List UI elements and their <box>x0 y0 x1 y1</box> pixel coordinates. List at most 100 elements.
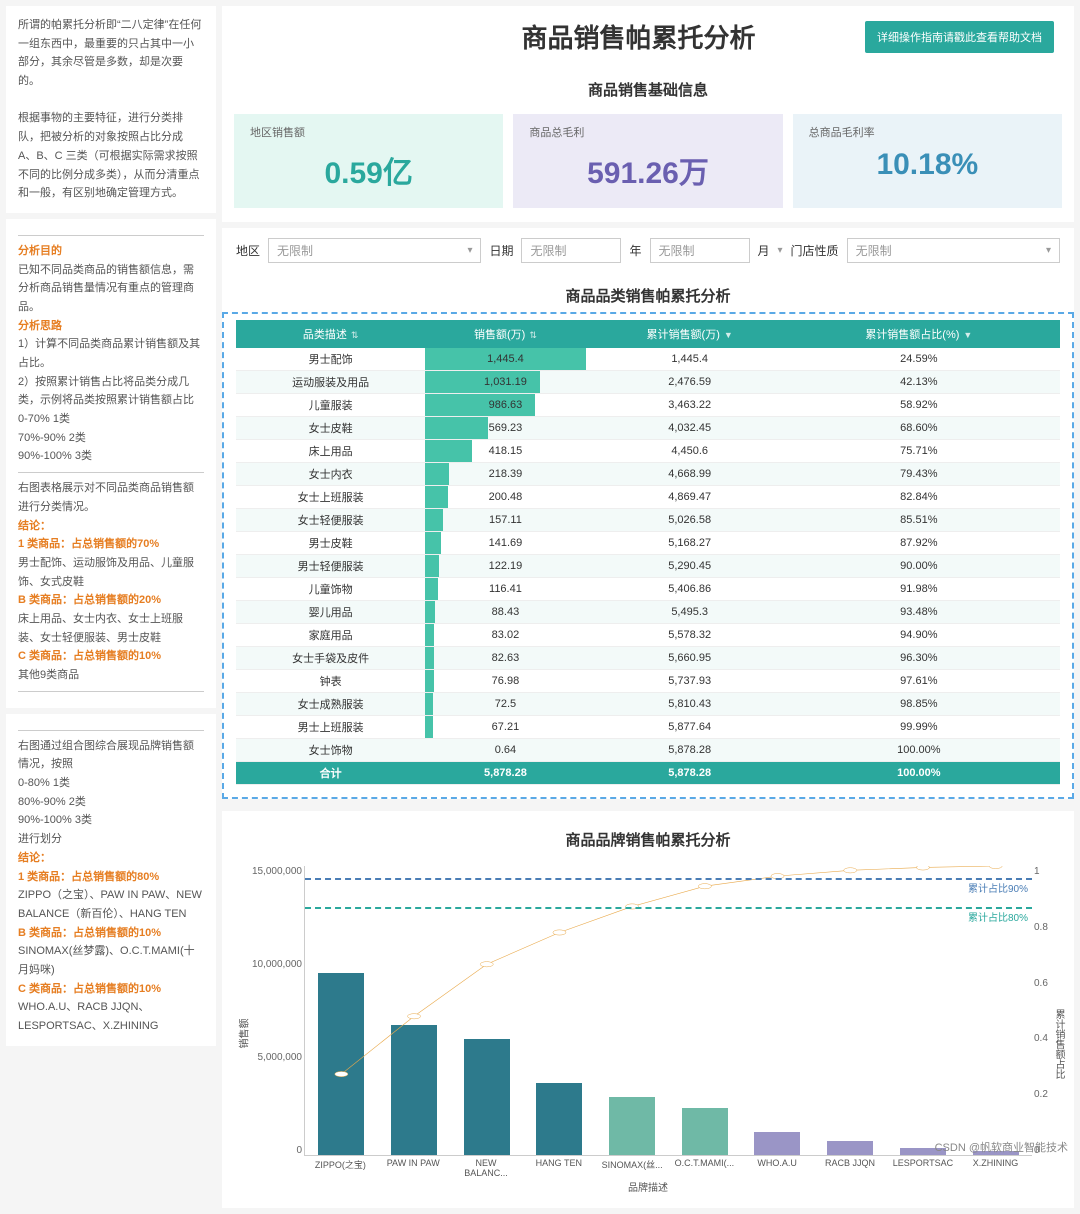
table-row[interactable]: 男士配饰 1,445.4 1,445.4 24.59% <box>236 348 1060 371</box>
cell-pct: 79.43% <box>794 463 1044 486</box>
sort-icon: ▼ <box>963 330 972 340</box>
cell-pct: 82.84% <box>794 486 1044 509</box>
category-table-container: 品类描述⇅销售额(万)⇅累计销售额(万)▼累计销售额占比(%)▼ 男士配饰 1,… <box>222 312 1074 799</box>
cell-category: 儿童饰物 <box>236 578 425 601</box>
cell-sales: 72.5 <box>425 693 585 716</box>
region-select[interactable]: 无限制 ▾ <box>268 238 481 263</box>
store-select[interactable]: 无限制 ▾ <box>847 238 1060 263</box>
cell-pct: 96.30% <box>794 647 1044 670</box>
table-row[interactable]: 女士内衣 218.39 4,668.99 79.43% <box>236 463 1060 486</box>
cell-sales: 122.19 <box>425 555 585 578</box>
cell-cum: 5,660.95 <box>586 647 794 670</box>
cell-pct: 42.13% <box>794 371 1044 394</box>
chevron-down-icon: ▾ <box>467 245 472 256</box>
cell-category: 床上用品 <box>236 440 425 463</box>
basic-info-title: 商品销售基础信息 <box>222 67 1074 106</box>
table-row[interactable]: 女士轻便服装 157.11 5,026.58 85.51% <box>236 509 1060 532</box>
cell-cum: 5,026.58 <box>586 509 794 532</box>
table-row[interactable]: 儿童服装 986.63 3,463.22 58.92% <box>236 394 1060 417</box>
chart-bar[interactable] <box>754 1132 800 1155</box>
watermark: CSDN @帆软商业智能技术 <box>935 1139 1068 1155</box>
table-row[interactable]: 儿童饰物 116.41 5,406.86 91.98% <box>236 578 1060 601</box>
analysis-panel: 分析目的 已知不同品类商品的销售额信息，需分析商品销售量情况有重点的管理商品。 … <box>6 219 216 708</box>
help-button[interactable]: 详细操作指南请戳此查看帮助文档 <box>865 21 1054 53</box>
table-row[interactable]: 男士皮鞋 141.69 5,168.27 87.92% <box>236 532 1060 555</box>
intro-p2: 根据事物的主要特征，进行分类排队，把被分析的对象按照占比分成 A、B、C 三类（… <box>18 109 204 202</box>
cell-sales: 569.23 <box>425 417 585 440</box>
table-row[interactable]: 钟表 76.98 5,737.93 97.61% <box>236 670 1060 693</box>
cell-sales: 418.15 <box>425 440 585 463</box>
cell-sales: 67.21 <box>425 716 585 739</box>
cell-pct: 94.90% <box>794 624 1044 647</box>
x-tick-label: HANG TEN <box>529 1158 589 1178</box>
cell-pct: 58.92% <box>794 394 1044 417</box>
store-label: 门店性质 <box>791 242 839 259</box>
reference-line: 累计占比90% <box>305 878 1032 895</box>
cell-cum: 4,450.6 <box>586 440 794 463</box>
table-header[interactable]: 累计销售额(万)▼ <box>586 320 794 348</box>
category-table: 品类描述⇅销售额(万)⇅累计销售额(万)▼累计销售额占比(%)▼ 男士配饰 1,… <box>236 320 1060 785</box>
chart-bar[interactable] <box>536 1083 582 1155</box>
table-header[interactable]: 品类描述⇅ <box>236 320 425 348</box>
chart-bar[interactable] <box>464 1039 510 1155</box>
month-select[interactable]: 无限制 <box>650 238 750 263</box>
table-header[interactable]: 销售额(万)⇅ <box>425 320 585 348</box>
table-row[interactable]: 男士上班服装 67.21 5,877.64 99.99% <box>236 716 1060 739</box>
intro-panel: 所谓的帕累托分析即“二八定律”在任何一组东西中，最重要的只占其中一小部分，其余尽… <box>6 6 216 213</box>
cell-category: 女士皮鞋 <box>236 417 425 440</box>
cell-sales: 0.64 <box>425 739 585 762</box>
kpi-card: 商品总毛利 591.26万 <box>513 114 782 208</box>
table-row[interactable]: 男士轻便服装 122.19 5,290.45 90.00% <box>236 555 1060 578</box>
table-row[interactable]: 女士饰物 0.64 5,878.28 100.00% <box>236 739 1060 762</box>
table-header[interactable]: 累计销售额占比(%)▼ <box>794 320 1044 348</box>
table-row[interactable]: 床上用品 418.15 4,450.6 75.71% <box>236 440 1060 463</box>
kpi-value: 591.26万 <box>529 148 766 192</box>
cell-category: 运动服装及用品 <box>236 371 425 394</box>
cell-category: 男士皮鞋 <box>236 532 425 555</box>
kpi-card: 总商品毛利率 10.18% <box>793 114 1062 208</box>
chart-bar[interactable] <box>827 1141 873 1155</box>
chart-bar[interactable] <box>318 973 364 1155</box>
cell-sales: 76.98 <box>425 670 585 693</box>
table-row[interactable]: 女士手袋及皮件 82.63 5,660.95 96.30% <box>236 647 1060 670</box>
cell-category: 男士配饰 <box>236 348 425 371</box>
cell-cum: 5,578.32 <box>586 624 794 647</box>
table-row[interactable]: 家庭用品 83.02 5,578.32 94.90% <box>236 624 1060 647</box>
sort-icon: ⇅ <box>351 330 359 340</box>
kpi-card: 地区销售额 0.59亿 <box>234 114 503 208</box>
x-tick-label: LESPORTSAC <box>893 1158 953 1178</box>
x-axis-title: 品牌描述 <box>234 1179 1062 1194</box>
intro-p1: 所谓的帕累托分析即“二八定律”在任何一组东西中，最重要的只占其中一小部分，其余尽… <box>18 16 204 91</box>
table-row[interactable]: 女士成熟服装 72.5 5,810.43 98.85% <box>236 693 1060 716</box>
cell-pct: 68.60% <box>794 417 1044 440</box>
year-select[interactable]: 无限制 <box>521 238 621 263</box>
cell-sales: 218.39 <box>425 463 585 486</box>
cell-cum: 5,406.86 <box>586 578 794 601</box>
cell-category: 男士上班服装 <box>236 716 425 739</box>
kpi-label: 地区销售额 <box>250 124 487 140</box>
cell-category: 男士轻便服装 <box>236 555 425 578</box>
chart-bar[interactable] <box>391 1025 437 1155</box>
cell-cum: 2,476.59 <box>586 371 794 394</box>
table-row[interactable]: 女士皮鞋 569.23 4,032.45 68.60% <box>236 417 1060 440</box>
page-title: 商品销售帕累托分析 <box>412 18 865 55</box>
cell-cum: 5,737.93 <box>586 670 794 693</box>
cell-category: 钟表 <box>236 670 425 693</box>
cell-cum: 5,877.64 <box>586 716 794 739</box>
x-tick-label: PAW IN PAW <box>383 1158 443 1178</box>
kpi-value: 0.59亿 <box>250 148 487 192</box>
table-row[interactable]: 女士上班服装 200.48 4,869.47 82.84% <box>236 486 1060 509</box>
x-tick-label: O.C.T.MAMI(... <box>674 1158 734 1178</box>
cell-cum: 5,495.3 <box>586 601 794 624</box>
cell-pct: 93.48% <box>794 601 1044 624</box>
cell-sales: 1,445.4 <box>425 348 585 371</box>
cell-category: 家庭用品 <box>236 624 425 647</box>
table-row[interactable]: 运动服装及用品 1,031.19 2,476.59 42.13% <box>236 371 1060 394</box>
filter-bar: 地区 无限制 ▾ 日期 无限制 年 无限制 月 ▾ 门店性质 无限制 ▾ <box>222 228 1074 273</box>
table-row[interactable]: 婴儿用品 88.43 5,495.3 93.48% <box>236 601 1060 624</box>
chart-bar[interactable] <box>609 1097 655 1155</box>
cell-sales: 986.63 <box>425 394 585 417</box>
chart-bar[interactable] <box>682 1108 728 1155</box>
cell-sales: 141.69 <box>425 532 585 555</box>
cell-sales: 157.11 <box>425 509 585 532</box>
